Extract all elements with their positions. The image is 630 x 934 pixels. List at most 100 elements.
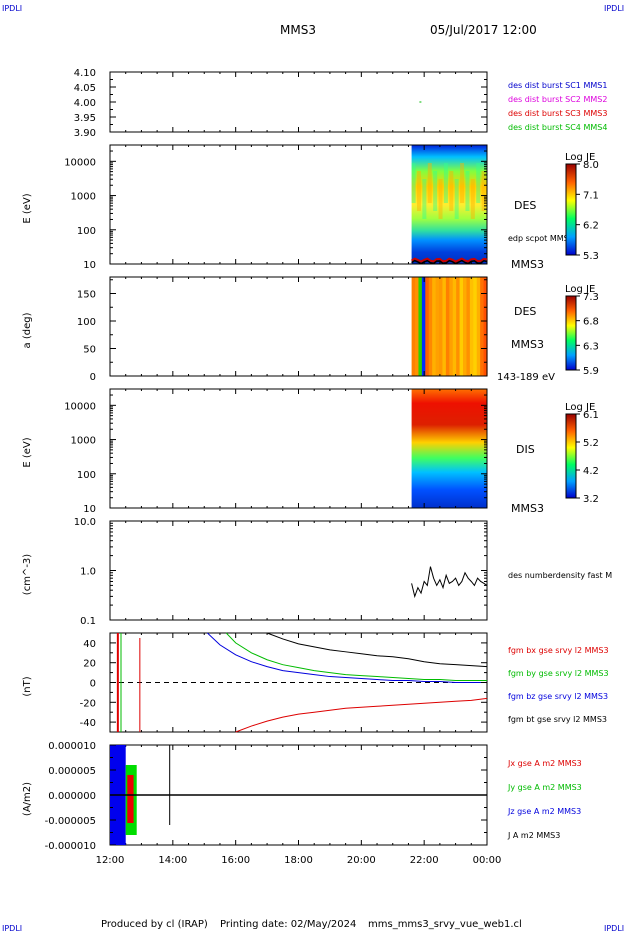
dist-ytick-label: 4.10 (74, 68, 96, 79)
dis_spec-colorbar-label: 3.2 (583, 494, 599, 505)
des_spec-image (411, 145, 487, 264)
des_pad-spacecraft: MMS3 (511, 338, 544, 351)
des_pad-column (439, 277, 444, 376)
xaxis-tick-label: 12:00 (96, 855, 125, 866)
current-ytick-label: 0.000010 (48, 741, 96, 752)
des_pad-column (428, 277, 433, 376)
des_spec-stripe (476, 163, 481, 203)
des_spec-ylabel: E (eV) (22, 193, 33, 223)
des_pad-column (425, 277, 430, 376)
des_spec-stripe (481, 171, 486, 211)
des_spec-overlay-label: edp scpot MMS3 (508, 234, 574, 243)
corner-label-top-right: IPDLI (604, 4, 625, 13)
footer-credit: Produced by cl (IRAP) (101, 919, 208, 930)
des_spec-colorbar (565, 163, 577, 256)
dist-ytick-label: 3.90 (74, 128, 96, 139)
des_spec-ytick-label: 100 (77, 226, 96, 237)
des_spec-colorbar-label: 5.3 (583, 251, 599, 262)
fgm-ytick-label: -40 (80, 718, 96, 729)
dis_spec-ylabel: E (eV) (22, 437, 33, 467)
des_spec-stripe (470, 179, 475, 219)
fgm-legend-item: fgm bz gse srvy l2 MMS3 (508, 692, 608, 701)
dist-ytick-label: 4.05 (74, 83, 96, 94)
des_pad-colorbar-title: Log JE (565, 284, 595, 295)
des_spec-scpot-line (411, 257, 488, 263)
des_pad-ytick-label: 150 (77, 290, 96, 301)
des_pad-colorbar-label: 7.3 (583, 292, 599, 303)
des_pad-colorbar-label: 6.3 (583, 341, 599, 352)
xaxis-tick-label: 16:00 (221, 855, 250, 866)
des_spec-stripe (454, 179, 459, 219)
header-datetime: 05/Jul/2017 12:00 (430, 23, 537, 37)
des_pad-colorbar (565, 295, 577, 371)
density-ytick-label: 10.0 (74, 517, 96, 528)
footer-print-date: Printing date: 02/May/2024 (220, 919, 357, 930)
dis_spec-colorbar-label: 5.2 (583, 438, 599, 449)
des_spec-stripe (411, 163, 416, 203)
corner-label-bottom-left: IPDLI (2, 924, 23, 933)
des_spec-spacecraft: MMS3 (511, 258, 544, 271)
des_pad-column (449, 277, 454, 376)
des_pad-column (476, 277, 481, 376)
fgm-ylabel: (nT) (22, 676, 33, 696)
des_pad-column (452, 277, 457, 376)
des_pad-colorbar-label: 6.8 (583, 317, 599, 328)
des_pad-column (445, 277, 450, 376)
des_spec-stripe (438, 179, 443, 219)
dis_spec-ytick-label: 10 (83, 504, 96, 515)
dist-legend-item: des dist burst SC2 MMS2 (508, 95, 607, 104)
xaxis-tick-label: 22:00 (410, 855, 439, 866)
des_pad-column (411, 277, 416, 376)
des_pad-energy-label: 143-189 eV (497, 372, 555, 383)
density-frame (109, 520, 488, 621)
dis_spec-colorbar (565, 413, 577, 499)
dis_spec-label: DIS (516, 443, 535, 456)
fgm-series-line (235, 697, 488, 733)
des_pad-column (418, 277, 423, 376)
fgm-legend-item: fgm bt gse srvy l2 MMS3 (508, 715, 607, 724)
fgm-legend-item: fgm bx gse srvy l2 MMS3 (508, 646, 609, 655)
xaxis-tick-label: 18:00 (284, 855, 313, 866)
des_pad-column (421, 277, 426, 376)
dis_spec-colorbar-label: 4.2 (583, 466, 599, 477)
des_pad-column (466, 277, 471, 376)
current-burst-red (127, 775, 134, 823)
current-legend-item: J A m2 MMS3 (507, 831, 560, 840)
des_spec-stripe (460, 163, 465, 203)
dis_spec-ytick-label: 10000 (64, 401, 96, 412)
dis_spec-colorbar-label: 6.1 (583, 410, 599, 421)
des_pad-ylabel: a (deg) (22, 312, 33, 348)
des_pad-column (442, 277, 447, 376)
corner-label-bottom-right: IPDLI (604, 924, 625, 933)
des_spec-stripe (443, 163, 448, 203)
dis_spec-ytick-label: 1000 (71, 436, 96, 447)
current-ytick-label: 0.000005 (48, 766, 96, 777)
des_spec-stripe (422, 179, 427, 219)
density-ytick-label: 0.1 (80, 616, 96, 627)
current-legend-item: Jy gse A m2 MMS3 (507, 783, 582, 792)
des_pad-column (435, 277, 440, 376)
des_pad-column (473, 277, 478, 376)
fgm-ytick-label: -20 (80, 698, 96, 709)
current-legend-item: Jx gse A m2 MMS3 (507, 759, 582, 768)
density-ytick-label: 1.0 (80, 567, 96, 578)
footer-filename: mms_mms3_srvy_vue_web1.cl (368, 919, 522, 930)
des_spec-colorbar-label: 8.0 (583, 160, 599, 171)
des_pad-column (480, 277, 485, 376)
des_spec-stripe (449, 171, 454, 211)
fgm-ytick-label: 40 (83, 639, 96, 650)
density-legend-item: des numberdensity fast M (508, 571, 612, 580)
xaxis-tick-label: 14:00 (158, 855, 187, 866)
des_spec-scpot-black (411, 259, 488, 265)
dist-ytick-label: 4.00 (74, 98, 96, 109)
fgm-series-line (225, 632, 487, 682)
dist-legend-item: des dist burst SC3 MMS3 (508, 109, 607, 118)
fgm-series-line (266, 632, 488, 668)
current-legend-item: Jz gse A m2 MMS3 (507, 807, 581, 816)
current-ytick-label: 0.000000 (48, 791, 96, 802)
des_pad-column (415, 277, 420, 376)
des_pad-column (483, 277, 488, 376)
dist-legend-item: des dist burst SC4 MMS4 (508, 123, 607, 132)
des_spec-stripe (465, 171, 470, 211)
des_spec-colorbar-label: 6.2 (583, 221, 599, 232)
